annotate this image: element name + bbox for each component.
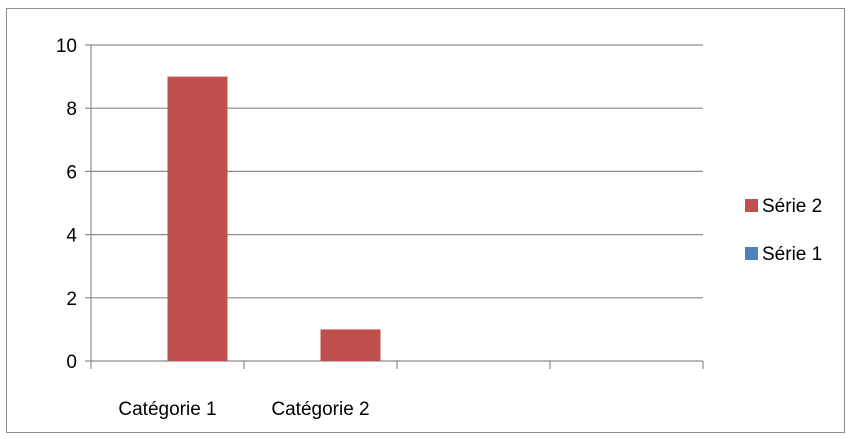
legend-swatch bbox=[745, 199, 758, 212]
y-tick-label: 8 bbox=[66, 99, 77, 120]
y-tick-labels: 0 2 4 6 8 10 bbox=[56, 36, 78, 373]
bars bbox=[167, 76, 381, 361]
x-tick-label: Catégorie 1 bbox=[118, 399, 216, 420]
x-tick-label: Catégorie 2 bbox=[271, 399, 369, 420]
legend: Série 2 Série 1 bbox=[745, 196, 822, 265]
chart-frame: 0 2 4 6 8 10 Catégorie 1 Catégorie 2 Série 2 Sé… bbox=[6, 8, 845, 433]
legend-label: Série 1 bbox=[762, 244, 822, 265]
legend-swatch bbox=[745, 247, 758, 260]
y-tick-label: 0 bbox=[66, 352, 77, 373]
y-tick-label: 4 bbox=[66, 226, 77, 247]
bar-série-2-cat-1 bbox=[167, 76, 228, 361]
y-tick-label: 10 bbox=[56, 36, 77, 57]
legend-label: Série 2 bbox=[762, 196, 822, 217]
y-tick-label: 2 bbox=[66, 289, 77, 310]
y-tick-label: 6 bbox=[66, 162, 77, 183]
x-tick-labels: Catégorie 1 Catégorie 2 bbox=[118, 399, 369, 420]
bar-série-2-cat-2 bbox=[320, 329, 381, 361]
